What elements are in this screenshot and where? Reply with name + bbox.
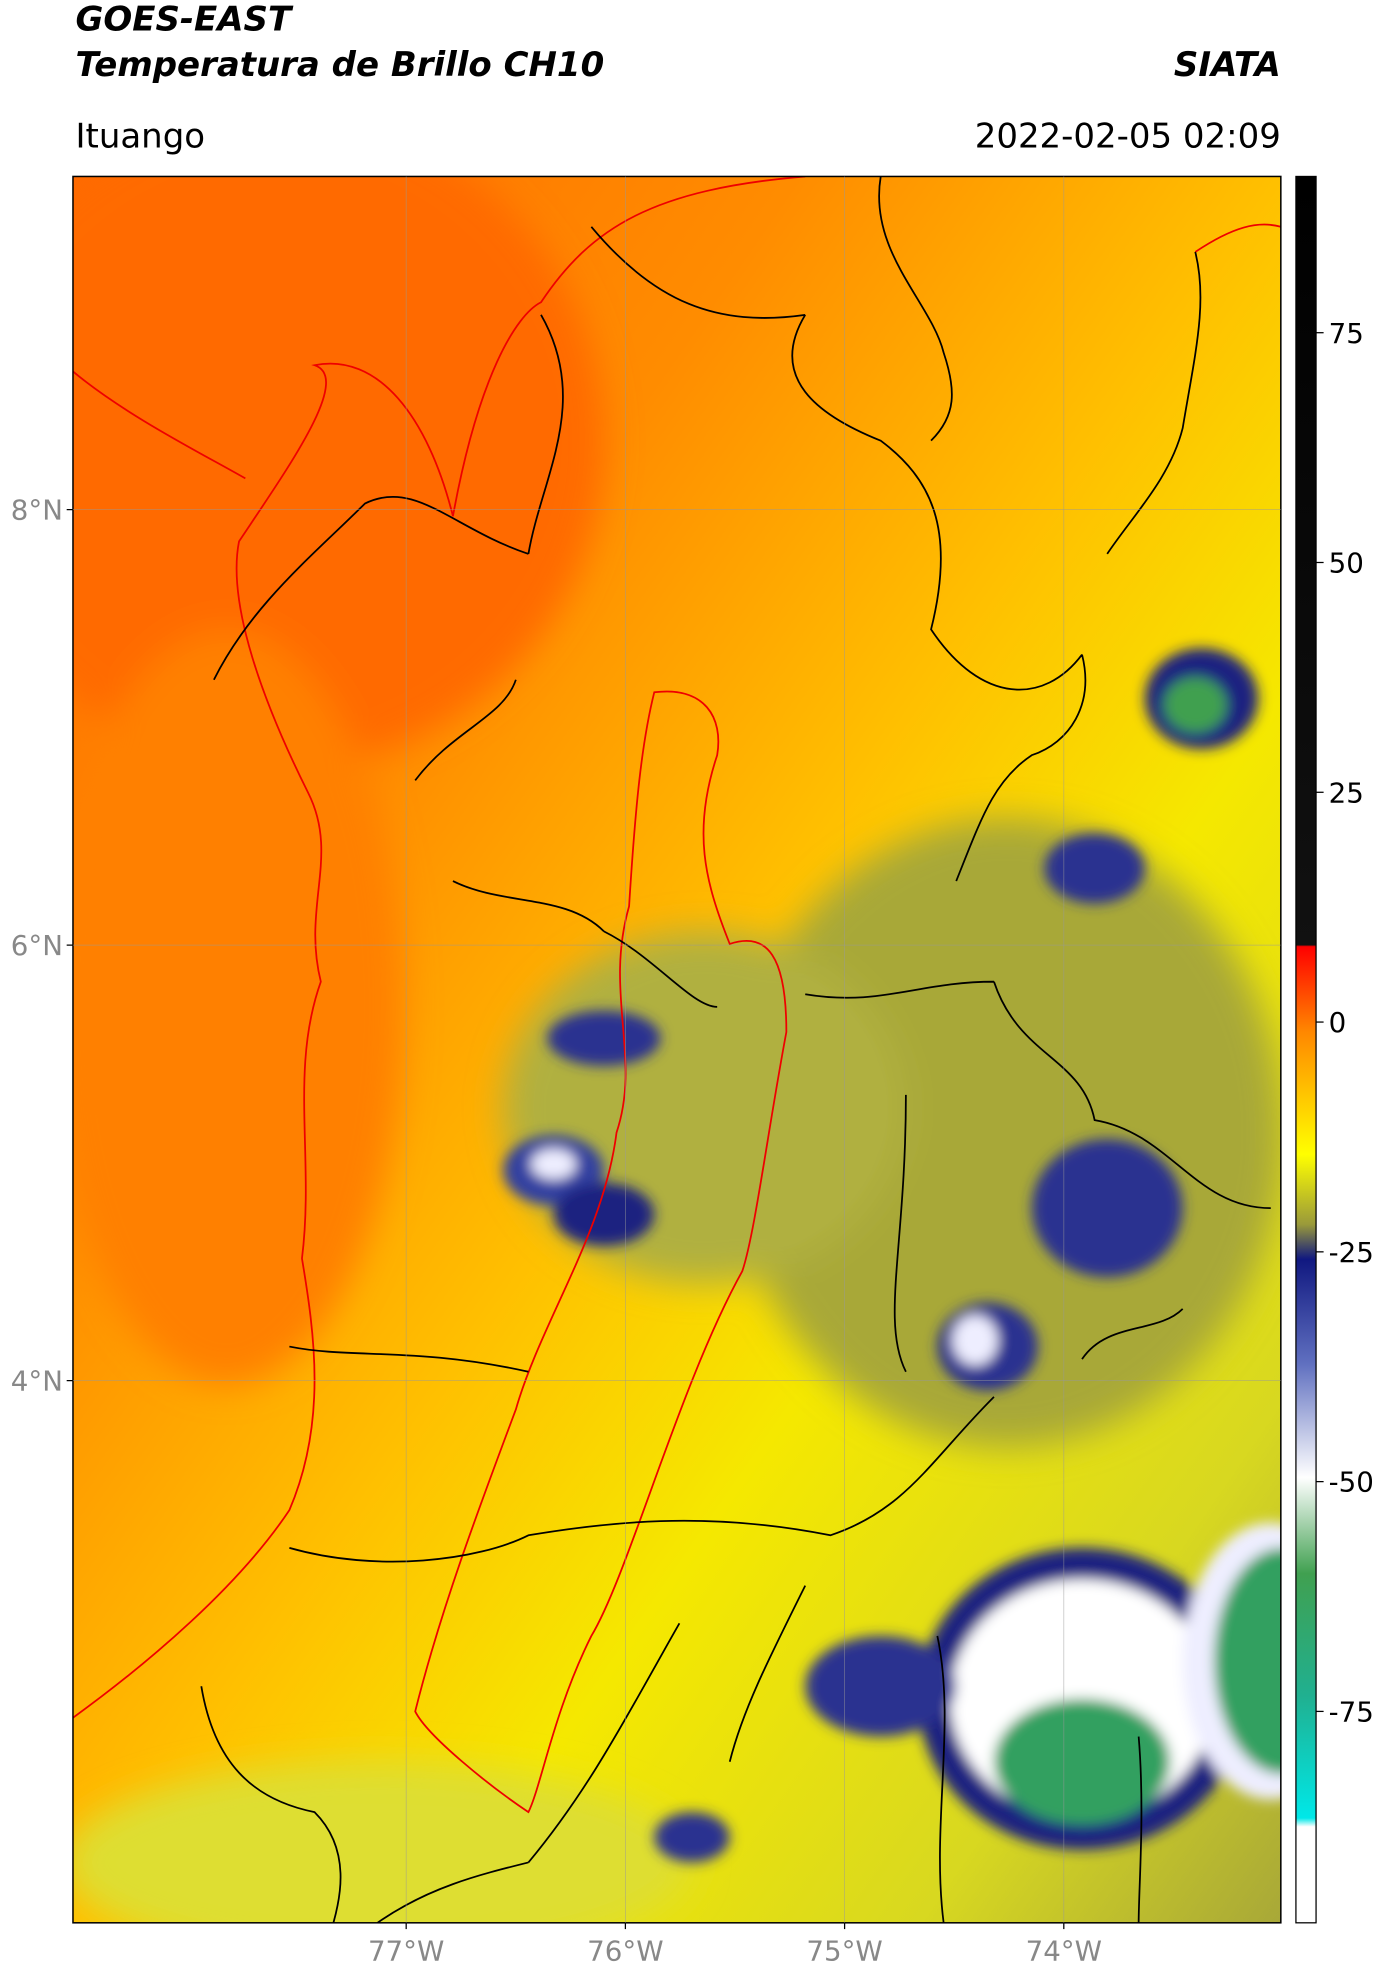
lon-tick-label: 76°W bbox=[587, 1935, 663, 1968]
colorbar bbox=[1295, 175, 1317, 1924]
timestamp: 2022-02-05 02:09 bbox=[975, 117, 1281, 157]
lat-tick-label: 4°N bbox=[11, 1365, 63, 1398]
lat-tick-label: 6°N bbox=[11, 929, 63, 962]
brand: SIATA bbox=[1174, 45, 1281, 85]
location: Ituango bbox=[75, 117, 205, 157]
colorbar-tick-label: 50 bbox=[1329, 547, 1364, 580]
colorbar-ticks: 75 50 25 0 -25 -50 -75 bbox=[1316, 317, 1374, 1728]
colorbar-tick-label: -25 bbox=[1329, 1236, 1374, 1269]
map-image bbox=[72, 176, 1281, 1923]
lon-tick-label: 75°W bbox=[806, 1935, 882, 1968]
map-frame bbox=[72, 175, 1282, 1924]
graticule: 8°N 6°N 4°N 77°W 76°W 75°W 74°W bbox=[11, 176, 1281, 1968]
colorbar-tick-label: 0 bbox=[1329, 1006, 1347, 1039]
lon-tick-label: 74°W bbox=[1026, 1935, 1102, 1968]
title: GOES-EAST bbox=[75, 0, 293, 40]
subtitle: Temperatura de Brillo CH10 bbox=[75, 45, 604, 85]
colorbar-tick-label: -75 bbox=[1329, 1695, 1374, 1728]
lat-tick-label: 8°N bbox=[11, 494, 63, 527]
colorbar-tick-label: -50 bbox=[1329, 1466, 1374, 1499]
colorbar-tick-label: 25 bbox=[1329, 776, 1364, 809]
colorbar-tick-label: 75 bbox=[1329, 317, 1364, 350]
lon-tick-label: 77°W bbox=[368, 1935, 444, 1968]
